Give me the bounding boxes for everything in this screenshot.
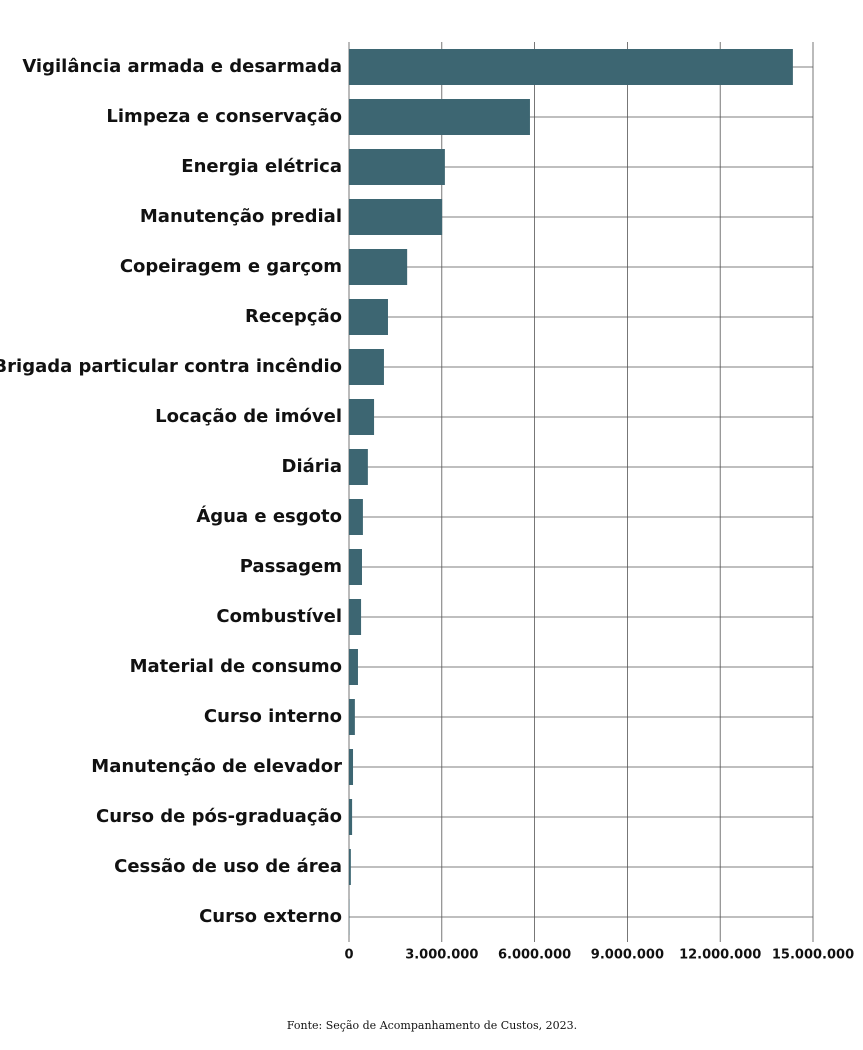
y-tick-label: Curso externo	[199, 906, 342, 927]
y-tick-label: Copeiragem e garçom	[120, 256, 342, 277]
bar	[349, 199, 443, 235]
y-tick-label: Manutenção predial	[140, 206, 342, 227]
bar	[349, 149, 445, 185]
bar	[349, 799, 353, 835]
y-tick-label: Curso de pós-graduação	[96, 806, 342, 827]
x-tick-label: 12.000.000	[679, 948, 761, 963]
y-tick-label: Recepção	[245, 306, 342, 327]
bar	[349, 449, 368, 485]
y-tick-label: Água e esgoto	[196, 505, 342, 527]
y-tick-label: Cessão de uso de área	[114, 856, 342, 877]
y-tick-label: Limpeza e conservação	[106, 106, 342, 127]
bar	[349, 749, 354, 785]
bar	[349, 249, 408, 285]
bar	[349, 699, 355, 735]
y-tick-label: Locação de imóvel	[155, 406, 342, 427]
y-tick-label: Combustível	[216, 606, 342, 627]
bar	[349, 649, 358, 685]
y-tick-label: Curso interno	[204, 706, 342, 727]
source-note: Fonte: Seção de Acompanhamento de Custos…	[287, 1019, 577, 1032]
bar	[349, 849, 351, 885]
bar	[349, 399, 375, 435]
bar	[349, 49, 793, 85]
x-tick-label: 6.000.000	[498, 948, 571, 963]
bar	[349, 299, 388, 335]
bar	[349, 549, 362, 585]
x-tick-label: 9.000.000	[591, 948, 664, 963]
y-tick-label: Material de consumo	[130, 656, 342, 677]
x-tick-label: 15.000.000	[772, 948, 854, 963]
bar	[349, 99, 530, 135]
y-tick-label: Diária	[282, 456, 342, 477]
x-tick-label: 3.000.000	[405, 948, 478, 963]
y-tick-label: Energia elétrica	[181, 156, 342, 177]
y-tick-label: Vigilância armada e desarmada	[22, 56, 342, 77]
bar	[349, 599, 362, 635]
bar	[349, 499, 363, 535]
y-tick-label: Passagem	[240, 556, 342, 577]
y-tick-label: Manutenção de elevador	[91, 756, 342, 777]
bar	[349, 349, 384, 385]
x-tick-label: 0	[344, 948, 353, 963]
y-tick-label: Brigada particular contra incêndio	[0, 356, 342, 377]
